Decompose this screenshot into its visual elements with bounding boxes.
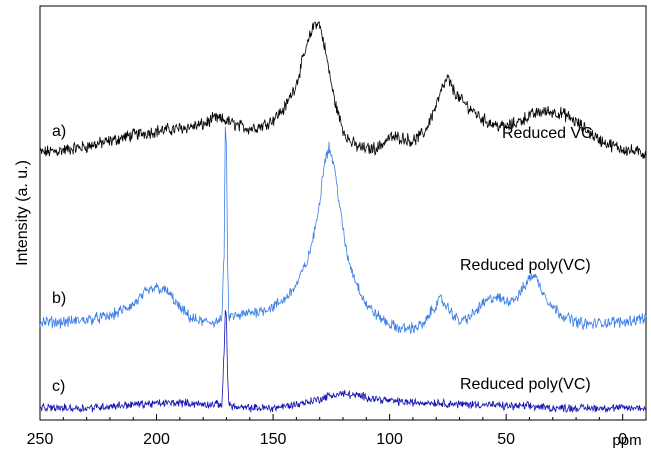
series-b-name: Reduced poly(VC) xyxy=(460,257,591,274)
y-axis-label: Intensity (a. u.) xyxy=(14,160,31,266)
spectrum-line-b xyxy=(39,126,647,334)
series-a-name: Reduced VC xyxy=(502,125,593,142)
x-axis-label: ppm xyxy=(612,432,641,449)
x-tick-label: 150 xyxy=(260,431,287,448)
x-tick-label: 100 xyxy=(376,431,403,448)
x-tick-label: 50 xyxy=(497,431,515,448)
series-a-label: a) xyxy=(52,123,66,140)
x-tick-label: 0 xyxy=(618,431,627,448)
series-c-label: c) xyxy=(52,378,65,395)
x-tick-label: 200 xyxy=(143,431,170,448)
spectrum-line-a xyxy=(39,21,647,159)
x-axis-ticks: 250 200 150 100 50 0 xyxy=(27,414,627,448)
x-tick-label: 250 xyxy=(27,431,54,448)
series-c-name: Reduced poly(VC) xyxy=(460,376,591,393)
spectrum-line-c xyxy=(39,309,647,414)
series-b-label: b) xyxy=(52,290,66,307)
plot-frame xyxy=(39,5,647,421)
series-layer xyxy=(39,21,647,414)
